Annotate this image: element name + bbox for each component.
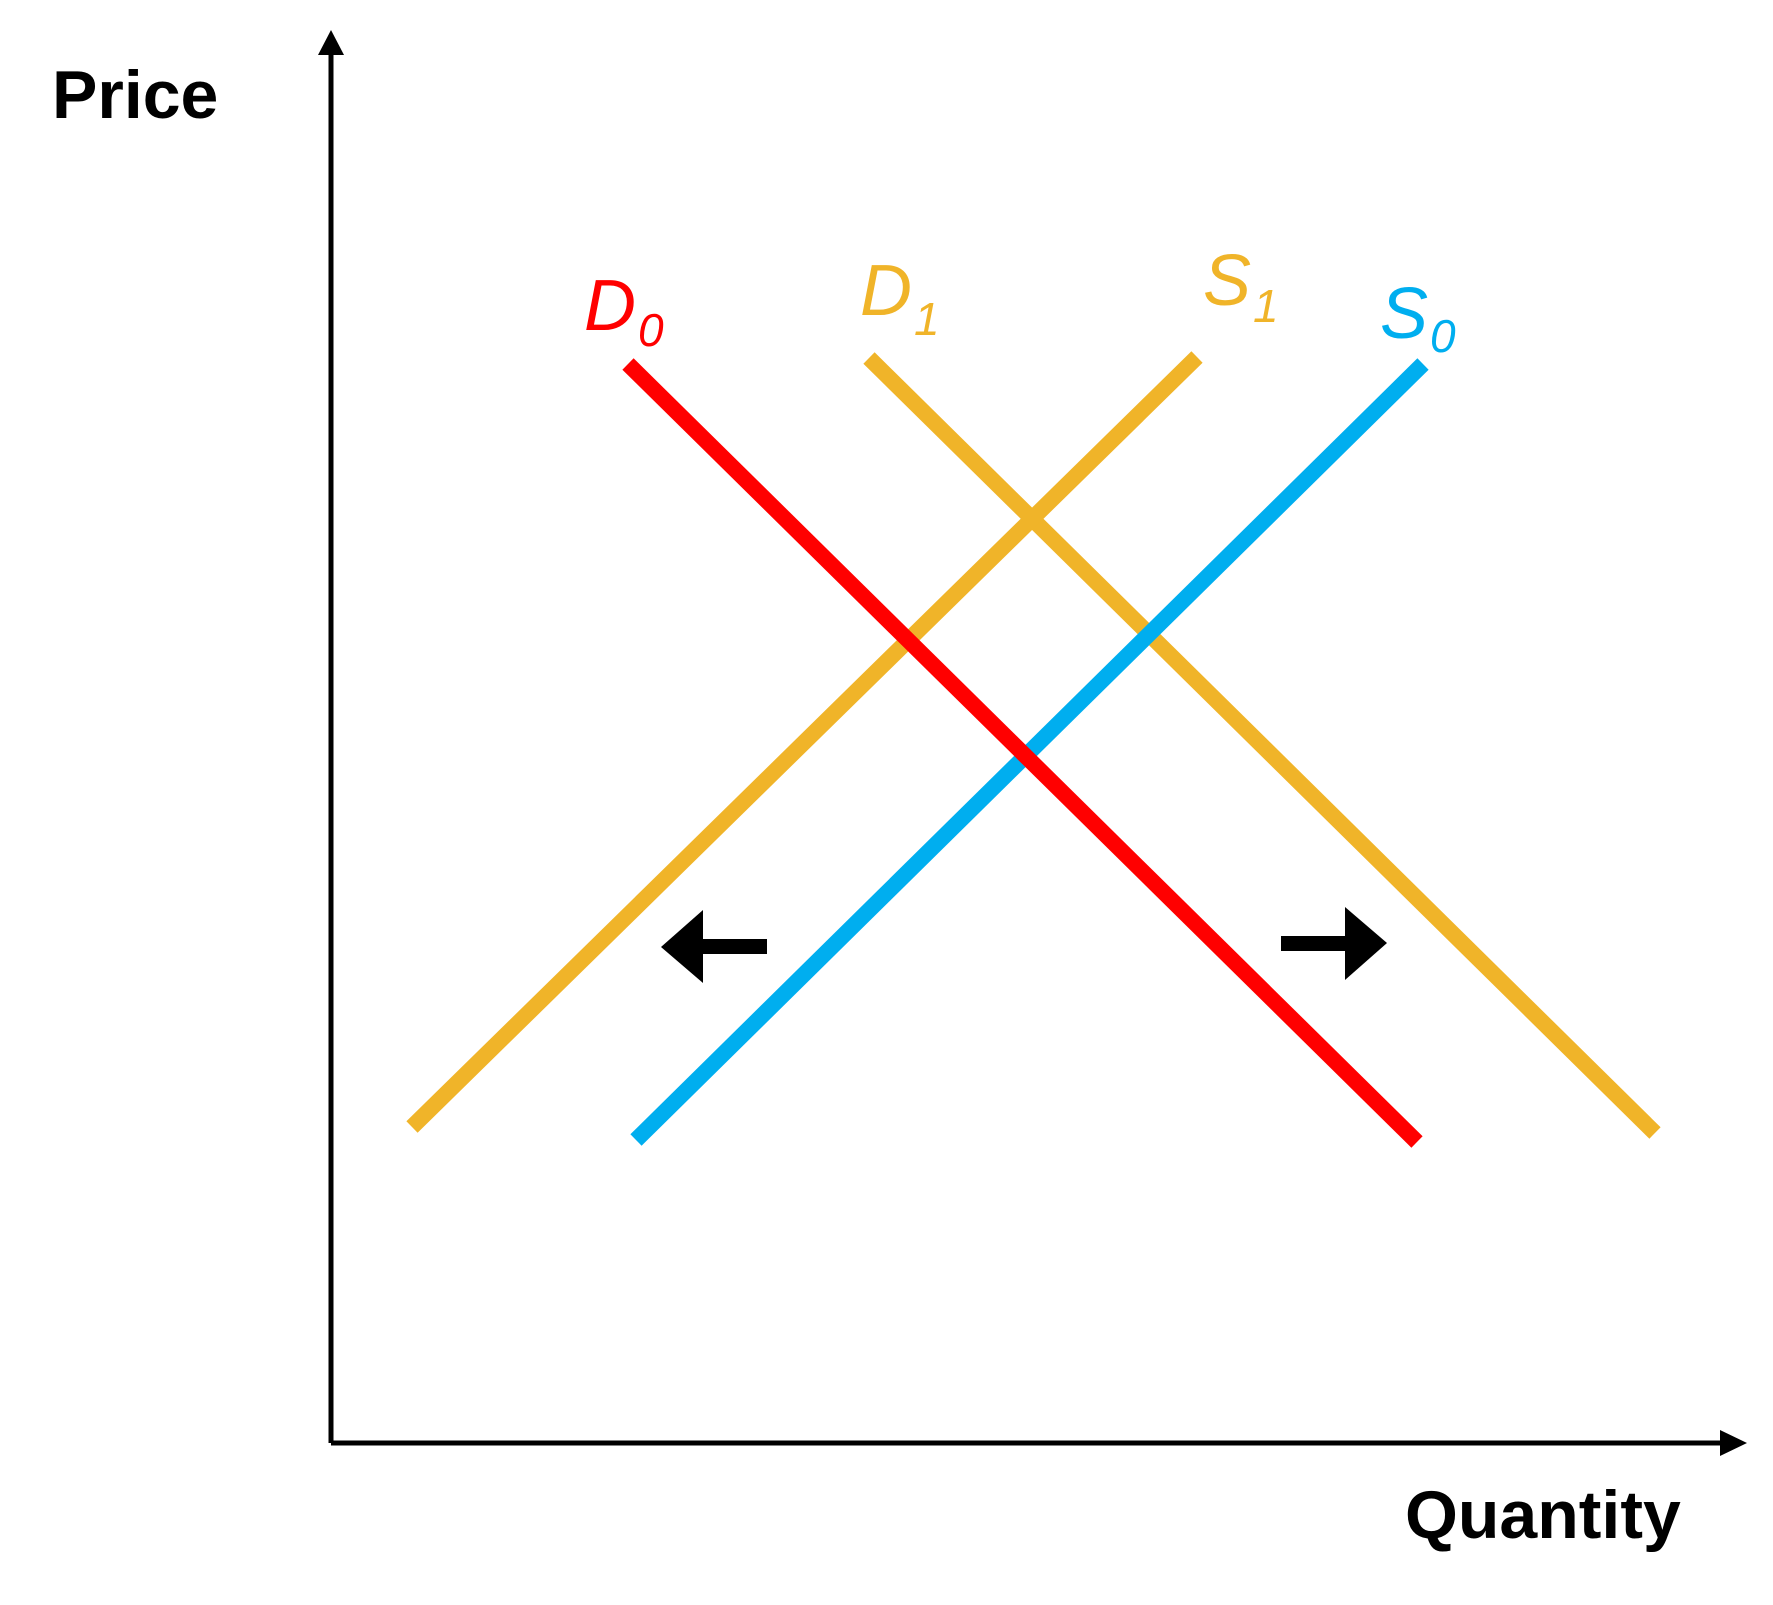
left-arrow-icon bbox=[661, 910, 767, 983]
s1-curve bbox=[406, 351, 1203, 1133]
s0-label-sub: 0 bbox=[1430, 310, 1456, 362]
d1-label-sub: 1 bbox=[914, 293, 940, 345]
d0-label-sub: 0 bbox=[638, 304, 664, 356]
s1-label: S1 bbox=[1203, 241, 1279, 332]
axes bbox=[328, 48, 1722, 1446]
right-arrow-icon bbox=[1281, 907, 1387, 980]
x-axis-label: Quantity bbox=[1405, 1477, 1681, 1553]
y-axis-label: Price bbox=[52, 57, 218, 133]
d0-label: D0 bbox=[584, 266, 664, 356]
s1-label-main: S bbox=[1203, 241, 1251, 321]
d1-curve bbox=[863, 352, 1661, 1139]
s1-label-sub: 1 bbox=[1253, 280, 1279, 332]
d0-label-main: D bbox=[584, 266, 636, 346]
x-axis-arrowhead bbox=[1720, 1430, 1747, 1456]
d0-curve bbox=[622, 358, 1423, 1148]
d1-label: D1 bbox=[860, 251, 940, 345]
d1-label-main: D bbox=[860, 251, 912, 331]
s0-label-main: S bbox=[1380, 274, 1428, 354]
s0-label: S0 bbox=[1380, 274, 1456, 362]
y-axis-arrowhead bbox=[318, 30, 344, 55]
